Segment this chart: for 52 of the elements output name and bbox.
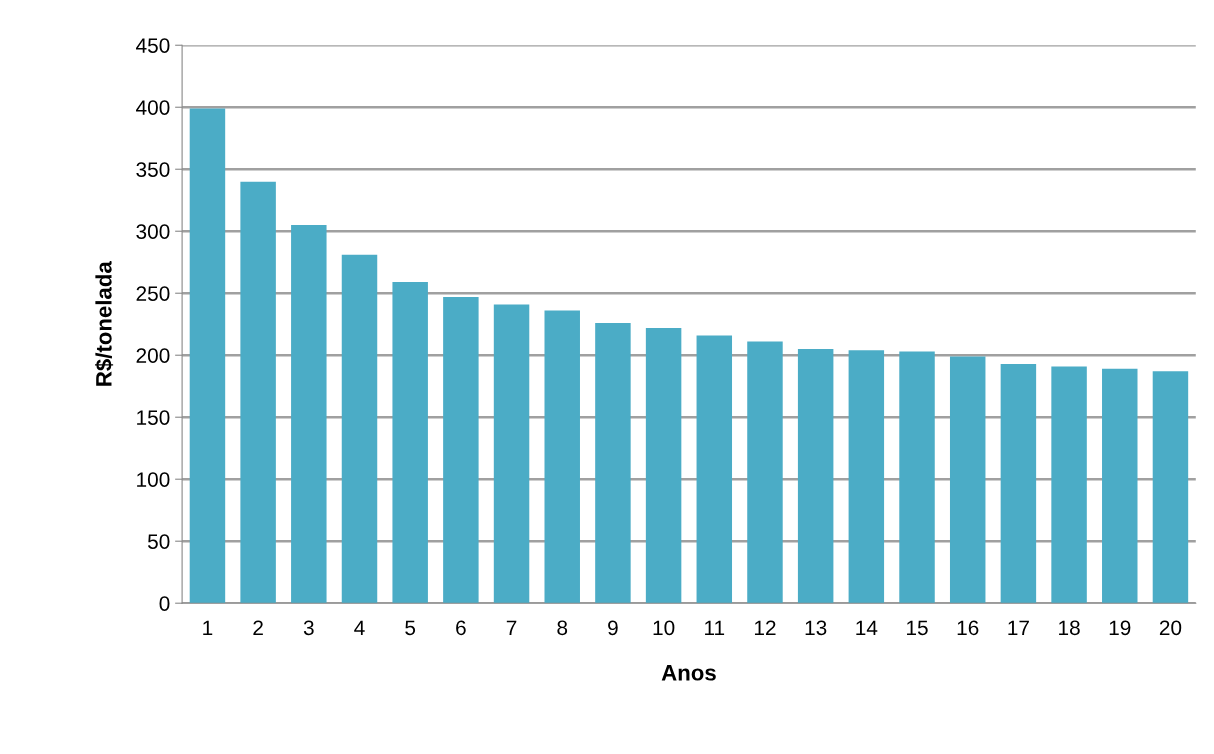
y-tick-label: 50 [147,534,170,549]
x-tick-label: 4 [354,620,365,635]
bar [848,350,885,604]
x-tick-label: 5 [405,620,416,636]
x-tick-label: 14 [856,620,878,635]
bar [1000,363,1037,604]
bar [544,310,580,604]
y-tick-label: 300 [136,224,170,239]
bar [291,225,327,604]
bar [747,341,783,604]
y-tick-label: 150 [137,410,170,425]
y-tick-label: 350 [136,162,170,177]
x-tick-label: 11 [705,620,725,635]
x-tick-label: 2 [253,620,263,635]
x-tick-label: 17 [1008,620,1029,635]
y-tick-label: 450 [136,38,170,53]
x-tick-label: 6 [456,620,466,636]
bar [899,351,935,604]
bar [443,296,479,604]
y-tick-label: 400 [136,100,170,115]
bar [645,327,682,604]
x-tick-label: 13 [805,620,827,636]
x-tick-label: 8 [557,620,568,636]
y-tick-label: 250 [136,286,170,301]
y-tick-label: 0 [159,596,170,611]
bar [696,335,733,604]
x-tick-label: 18 [1059,620,1080,636]
bar [1102,368,1138,604]
x-tick-label: 1 [203,620,213,635]
bar [949,356,986,604]
x-tick-label: 12 [754,620,776,635]
y-tick-label: 200 [136,348,170,363]
x-axis-title: Anos [661,665,716,681]
x-tick-label: 15 [907,620,928,636]
y-tick-label: 100 [137,472,170,487]
bar [1152,371,1189,604]
bar [595,322,631,604]
bar [1051,366,1087,604]
x-tick-label: 7 [506,620,517,635]
bar [493,304,530,604]
bar [392,282,428,604]
bar [189,108,226,604]
x-tick-label: 9 [608,620,618,636]
x-tick-label: 19 [1109,620,1131,636]
x-tick-label: 20 [1159,620,1182,636]
bar [240,181,276,604]
y-axis-title: R$/tonelada [94,261,114,386]
bar [797,349,834,604]
x-tick-label: 3 [303,620,314,636]
x-tick-label: 10 [653,620,675,636]
bar [341,254,378,604]
x-tick-label: 16 [957,620,979,636]
